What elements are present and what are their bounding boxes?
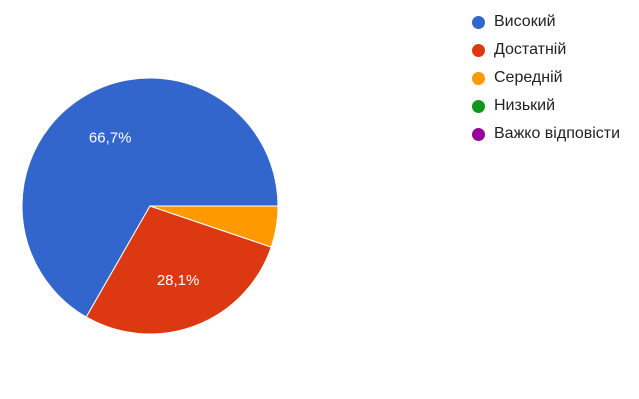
pie-slices (21, 77, 279, 335)
legend-item: Важко відповісти (472, 120, 620, 148)
pie-slice (21, 77, 279, 318)
legend-label: Важко відповісти (494, 125, 621, 142)
slice-data-label: 66,7% (89, 129, 132, 146)
legend-label: Достатній (494, 41, 567, 58)
legend-swatch (472, 15, 485, 29)
legend-item: Достатній (472, 36, 620, 64)
slice-data-label: 28,1% (157, 272, 200, 289)
legend-label: Низький (494, 97, 556, 114)
legend-label: Середній (494, 69, 563, 86)
legend-label: Високий (494, 13, 556, 30)
legend-swatch (472, 71, 485, 85)
legend-item: Низький (472, 92, 620, 120)
legend-item: Середній (472, 64, 620, 92)
chart-legend: Високий Достатній Середній Низький Важко від… (472, 8, 620, 148)
legend-swatch (472, 43, 485, 57)
pie-slice (149, 205, 279, 248)
pie-slice (85, 205, 272, 335)
legend-item: Високий (472, 8, 620, 36)
pie-data-labels: 66,7% 28,1% (89, 129, 199, 289)
legend-swatch (472, 99, 485, 113)
legend-swatch (472, 127, 485, 141)
